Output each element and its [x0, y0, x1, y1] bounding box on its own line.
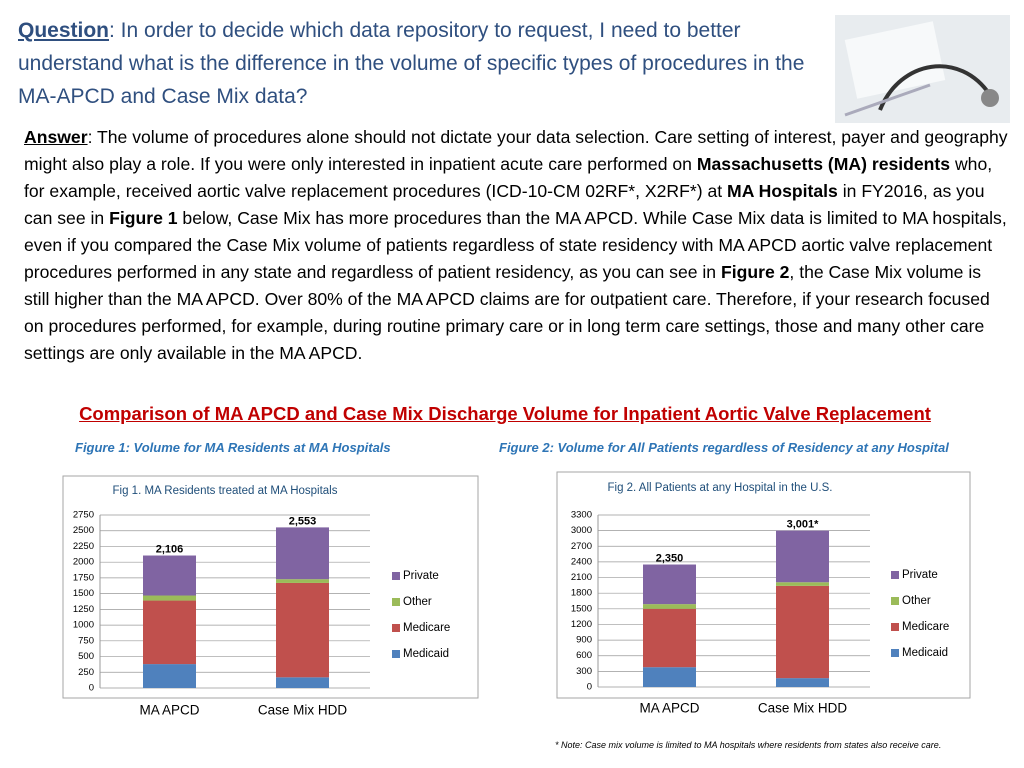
bar-segment — [276, 677, 329, 688]
bar-segment — [643, 604, 696, 609]
heading: Comparison of MA APCD and Case Mix Disch… — [79, 403, 931, 424]
figure-caption: Figure 1: Volume for MA Residents at MA … — [75, 440, 391, 455]
question-label: Question — [18, 19, 110, 42]
bar-segment — [776, 582, 829, 586]
y-tick-label: 1500 — [73, 588, 94, 599]
legend-swatch — [392, 650, 400, 658]
total-label: 2,106 — [156, 543, 184, 555]
y-tick-label: 1250 — [73, 604, 94, 615]
legend-label: Other — [902, 595, 931, 607]
legend-swatch — [891, 571, 899, 579]
legend-swatch — [891, 597, 899, 605]
legend-label: Medicare — [403, 622, 450, 634]
y-tick-label: 3000 — [571, 525, 592, 536]
total-label: 2,553 — [289, 515, 317, 527]
y-tick-label: 2700 — [571, 541, 592, 552]
x-tick-label: Case Mix HDD — [758, 701, 848, 716]
chart-title: Fig 1. MA Residents treated at MA Hospit… — [113, 485, 338, 497]
y-tick-label: 900 — [576, 635, 592, 646]
answer-part: in FY2016, as you can see in — [24, 181, 985, 228]
answer-part: Figure 2 — [720, 262, 790, 282]
bar-segment — [143, 595, 196, 601]
y-tick-label: 2250 — [73, 541, 94, 552]
total-label: 2,350 — [656, 552, 684, 564]
x-tick-label: MA APCD — [139, 703, 199, 718]
y-tick-label: 300 — [576, 666, 592, 677]
answer-part: , the Case Mix volume is still higher th… — [24, 262, 990, 363]
bar-segment — [776, 585, 829, 679]
answer-part: below, Case Mix has more procedures than… — [24, 208, 1007, 282]
answer-label: Answer — [24, 127, 88, 147]
photo — [835, 15, 1010, 123]
y-tick-label: 1750 — [73, 572, 94, 583]
y-tick-label: 0 — [89, 683, 94, 694]
bar-segment — [276, 582, 329, 678]
answer-part: : The volume of procedures alone should … — [24, 127, 1008, 174]
bar-segment — [276, 579, 329, 583]
question-text: : In order to decide which data reposito… — [18, 19, 805, 108]
answer-part: Massachusetts (MA) residents — [696, 154, 951, 174]
note: * Note: Case mix volume is limited to MA… — [555, 740, 942, 750]
y-tick-label: 250 — [78, 667, 94, 678]
y-tick-label: 1800 — [571, 588, 592, 599]
chart-frame — [62, 475, 479, 699]
figure-caption: Figure 2: Volume for All Patients regard… — [499, 440, 949, 455]
answer-part: Figure 1 — [109, 208, 178, 228]
legend-label: Medicaid — [902, 647, 948, 659]
y-tick-label: 2400 — [571, 556, 592, 567]
answer-part: who, for example, received aortic valve … — [24, 154, 993, 201]
y-tick-label: 750 — [78, 635, 94, 646]
y-tick-label: 500 — [78, 651, 94, 662]
bar-segment — [643, 667, 696, 687]
answer-part: MA Hospitals — [727, 181, 838, 201]
x-tick-label: MA APCD — [639, 701, 699, 716]
legend-label: Private — [403, 570, 439, 582]
legend-label: Other — [403, 596, 432, 608]
bar-segment — [643, 608, 696, 668]
y-tick-label: 2750 — [73, 510, 94, 521]
legend-swatch — [891, 649, 899, 657]
bar-segment — [143, 555, 196, 596]
legend-label: Medicare — [902, 621, 949, 633]
y-tick-label: 1500 — [571, 603, 592, 614]
legend-label: Medicaid — [403, 648, 449, 660]
bar-segment — [276, 527, 329, 580]
bar-segment — [776, 678, 829, 687]
y-tick-label: 1200 — [571, 619, 592, 630]
y-tick-label: 0 — [587, 682, 592, 693]
bar-segment — [776, 530, 829, 583]
chart-title: Fig 2. All Patients at any Hospital in t… — [607, 482, 832, 494]
chart-frame — [556, 471, 971, 699]
bar-segment — [143, 600, 196, 665]
y-tick-label: 3300 — [571, 510, 592, 521]
y-tick-label: 1000 — [73, 620, 94, 631]
bar-segment — [643, 564, 696, 605]
x-tick-label: Case Mix HDD — [258, 703, 348, 718]
y-tick-label: 2000 — [73, 557, 94, 568]
y-tick-label: 2100 — [571, 572, 592, 583]
y-tick-label: 600 — [576, 650, 592, 661]
legend-label: Private — [902, 569, 938, 581]
total-label: 3,001* — [787, 518, 820, 530]
legend-swatch — [392, 572, 400, 580]
question: Question: In order to decide which data … — [18, 14, 818, 113]
legend-swatch — [392, 598, 400, 606]
answer: Answer: The volume of procedures alone s… — [24, 124, 1009, 367]
legend-swatch — [891, 623, 899, 631]
y-tick-label: 2500 — [73, 525, 94, 536]
legend-swatch — [392, 624, 400, 632]
bar-segment — [143, 664, 196, 688]
